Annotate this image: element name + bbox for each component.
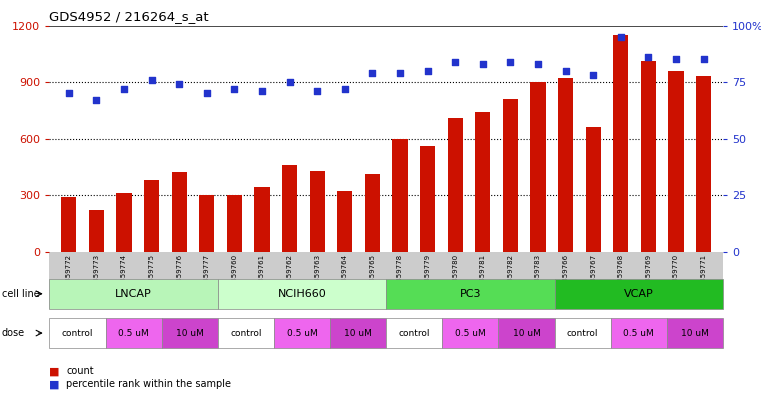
Point	[505, 59, 517, 65]
Text: 0.5 uM: 0.5 uM	[287, 329, 317, 338]
Point	[587, 72, 600, 78]
Bar	[530, 82, 546, 252]
Point	[339, 86, 351, 92]
Bar	[641, 61, 656, 252]
Point	[91, 97, 103, 103]
Bar	[420, 146, 435, 252]
Text: ■: ■	[49, 366, 60, 376]
Bar	[668, 71, 683, 252]
Point	[62, 90, 75, 96]
Text: 10 uM: 10 uM	[176, 329, 204, 338]
Text: GDS4952 / 216264_s_at: GDS4952 / 216264_s_at	[49, 10, 209, 23]
Text: PC3: PC3	[460, 289, 481, 299]
Point	[145, 77, 158, 83]
Point	[201, 90, 213, 96]
Bar	[696, 76, 712, 252]
Point	[118, 86, 130, 92]
Bar	[116, 193, 132, 252]
Bar	[254, 187, 269, 252]
Point	[476, 61, 489, 67]
Text: cell line: cell line	[2, 289, 40, 299]
Bar	[558, 78, 573, 252]
Point	[670, 56, 682, 62]
Point	[449, 59, 461, 65]
Text: percentile rank within the sample: percentile rank within the sample	[66, 379, 231, 389]
Text: control: control	[399, 329, 430, 338]
Point	[228, 86, 240, 92]
Point	[532, 61, 544, 67]
Point	[256, 88, 268, 94]
Bar	[144, 180, 159, 252]
Text: LNCAP: LNCAP	[115, 289, 152, 299]
Bar	[475, 112, 490, 252]
Text: dose: dose	[2, 328, 24, 338]
Text: 10 uM: 10 uM	[513, 329, 540, 338]
Text: control: control	[567, 329, 598, 338]
Point	[642, 54, 654, 60]
Point	[422, 68, 434, 74]
Bar	[310, 171, 325, 252]
Bar	[227, 195, 242, 252]
Bar	[282, 165, 298, 252]
Text: 10 uM: 10 uM	[681, 329, 708, 338]
Text: 0.5 uM: 0.5 uM	[118, 329, 149, 338]
Point	[394, 70, 406, 76]
Point	[311, 88, 323, 94]
Bar	[613, 35, 629, 252]
Text: 10 uM: 10 uM	[344, 329, 372, 338]
Point	[698, 56, 710, 62]
Text: NCIH660: NCIH660	[278, 289, 326, 299]
Text: control: control	[230, 329, 262, 338]
Bar	[199, 195, 215, 252]
Text: ■: ■	[49, 379, 60, 389]
Bar	[89, 210, 104, 252]
Text: VCAP: VCAP	[624, 289, 654, 299]
Text: 0.5 uM: 0.5 uM	[455, 329, 486, 338]
Bar	[503, 99, 518, 252]
Point	[615, 34, 627, 40]
Bar	[447, 118, 463, 252]
Point	[366, 70, 378, 76]
Text: control: control	[62, 329, 94, 338]
Bar	[393, 138, 408, 252]
Bar	[171, 173, 186, 252]
Point	[284, 79, 296, 85]
Text: 0.5 uM: 0.5 uM	[623, 329, 654, 338]
Bar	[365, 174, 380, 252]
Text: count: count	[66, 366, 94, 376]
Bar	[337, 191, 352, 252]
Bar	[61, 197, 76, 252]
Point	[559, 68, 572, 74]
Bar	[586, 127, 601, 252]
Point	[173, 81, 185, 87]
